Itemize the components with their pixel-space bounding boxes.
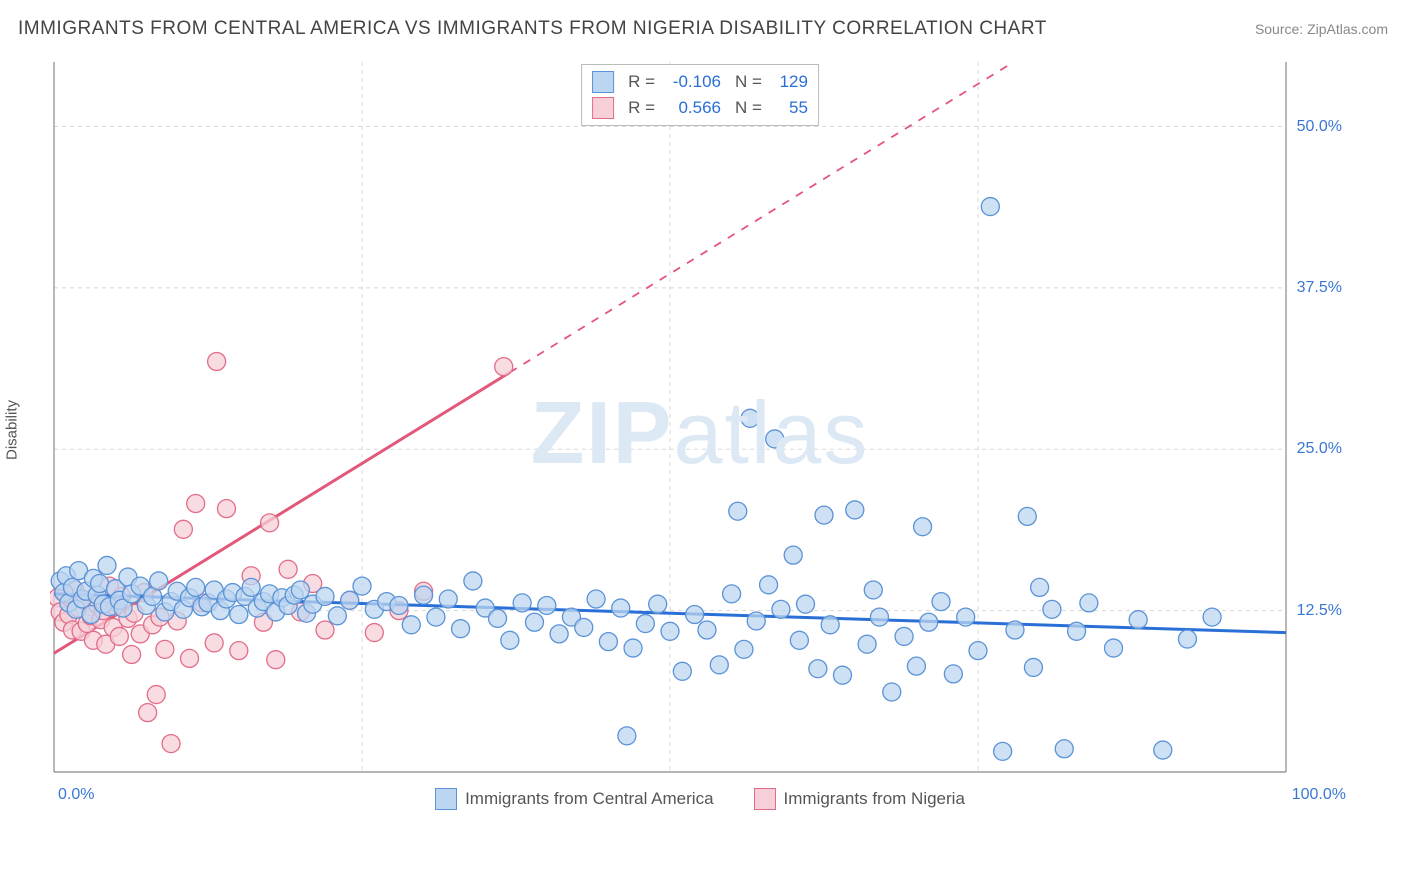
- y-tick-label: 50.0%: [1297, 118, 1342, 136]
- stat-r-value-1: -0.106: [665, 72, 721, 92]
- stats-row-series-1: R = -0.106 N = 129: [592, 69, 808, 95]
- y-tick-label: 37.5%: [1297, 279, 1342, 297]
- legend-label-2: Immigrants from Nigeria: [784, 789, 965, 809]
- legend-item-nigeria: Immigrants from Nigeria: [754, 788, 965, 810]
- chart-area: R = -0.106 N = 129 R = 0.566 N = 55 ZIPa…: [50, 58, 1350, 818]
- stat-n-value-2: 55: [772, 98, 808, 118]
- stat-r-value-2: 0.566: [665, 98, 721, 118]
- stat-r-label: R =: [628, 98, 655, 118]
- swatch-pink: [592, 97, 614, 119]
- stats-legend: R = -0.106 N = 129 R = 0.566 N = 55: [581, 64, 819, 126]
- scatter-plot: [50, 58, 1350, 818]
- swatch-blue: [592, 71, 614, 93]
- title-bar: IMMIGRANTS FROM CENTRAL AMERICA VS IMMIG…: [18, 18, 1388, 40]
- y-tick-label: 12.5%: [1297, 602, 1342, 620]
- stat-n-value-1: 129: [772, 72, 808, 92]
- stat-r-label: R =: [628, 72, 655, 92]
- stat-n-label: N =: [735, 98, 762, 118]
- legend-item-central-america: Immigrants from Central America: [435, 788, 713, 810]
- stats-row-series-2: R = 0.566 N = 55: [592, 95, 808, 121]
- x-legend: Immigrants from Central America Immigran…: [50, 788, 1350, 810]
- chart-title: IMMIGRANTS FROM CENTRAL AMERICA VS IMMIG…: [18, 18, 1047, 40]
- source-attribution: Source: ZipAtlas.com: [1255, 21, 1388, 37]
- swatch-pink: [754, 788, 776, 810]
- y-tick-label: 25.0%: [1297, 440, 1342, 458]
- stat-n-label: N =: [735, 72, 762, 92]
- legend-label-1: Immigrants from Central America: [465, 789, 713, 809]
- y-axis-label: Disability: [4, 400, 21, 460]
- swatch-blue: [435, 788, 457, 810]
